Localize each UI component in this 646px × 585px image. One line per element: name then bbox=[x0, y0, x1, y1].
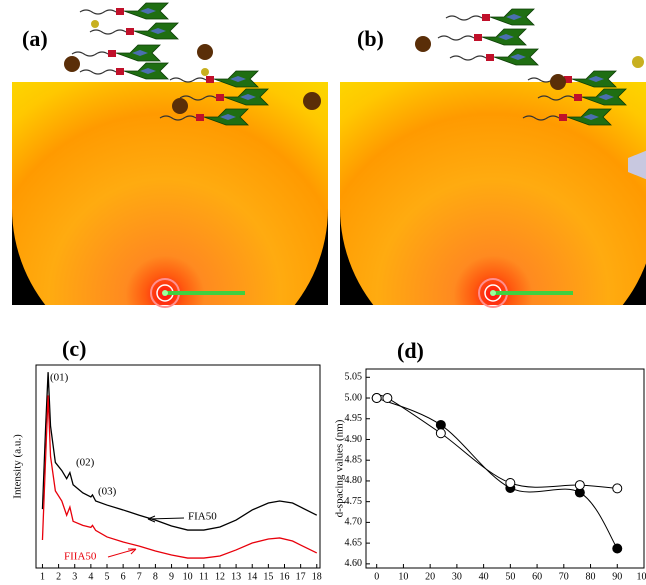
series-label: FIA50 bbox=[188, 511, 217, 523]
peak-annotation: (03) bbox=[98, 486, 117, 498]
x-tick-label: 60 bbox=[532, 571, 542, 582]
image-a bbox=[12, 2, 328, 366]
x-tick-label: 16 bbox=[280, 571, 290, 582]
x-tick-label: 0 bbox=[374, 571, 379, 582]
plot-frame bbox=[365, 368, 645, 569]
data-point bbox=[382, 393, 393, 404]
series-label: FIIA50 bbox=[64, 551, 97, 563]
x-tick-label: 4 bbox=[88, 571, 93, 582]
y-tick-label: 4.95 bbox=[345, 413, 363, 424]
y-tick-label: 4.80 bbox=[345, 475, 363, 486]
panel-label: (a) bbox=[22, 26, 48, 51]
y-tick-label: 4.85 bbox=[345, 455, 363, 466]
image-b bbox=[340, 8, 646, 366]
data-point bbox=[505, 478, 516, 489]
x-tick-label: 6 bbox=[121, 571, 126, 582]
panel-label: (c) bbox=[62, 336, 86, 361]
x-tick-label: 9 bbox=[169, 571, 174, 582]
x-tick-label: 10 bbox=[183, 571, 193, 582]
data-point bbox=[371, 393, 382, 404]
fit-curve bbox=[376, 394, 618, 489]
y-tick-label: 5.00 bbox=[345, 392, 363, 403]
data-point bbox=[612, 543, 623, 554]
x-tick-label: 90 bbox=[612, 571, 622, 582]
data-point bbox=[435, 428, 446, 439]
x-tick-label: 70 bbox=[559, 571, 569, 582]
plot-frame bbox=[35, 364, 321, 569]
fit-curve bbox=[376, 397, 618, 549]
data-point bbox=[435, 419, 446, 430]
peak-annotation: (01) bbox=[50, 372, 69, 384]
data-point bbox=[612, 483, 623, 494]
panel-label: (d) bbox=[397, 338, 424, 363]
peak-annotation: (02) bbox=[76, 457, 95, 469]
x-tick-label: 11 bbox=[199, 571, 209, 582]
x-tick-label: 8 bbox=[153, 571, 158, 582]
x-tick-label: 40 bbox=[479, 571, 489, 582]
x-tick-label: 18 bbox=[312, 571, 322, 582]
x-tick-label: 17 bbox=[296, 571, 306, 582]
x-tick-label: 7 bbox=[137, 571, 142, 582]
x-tick-label: 30 bbox=[452, 571, 462, 582]
x-tick-label: 15 bbox=[263, 571, 273, 582]
x-tick-label: 14 bbox=[247, 571, 257, 582]
y-tick-label: 4.60 bbox=[345, 558, 363, 569]
x-tick-label: 1 bbox=[40, 571, 45, 582]
x-tick-label: 3 bbox=[72, 571, 77, 582]
panel-label: (b) bbox=[357, 26, 384, 51]
y-tick-label: 4.70 bbox=[345, 517, 363, 528]
x-tick-label: 13 bbox=[231, 571, 241, 582]
data-point bbox=[574, 480, 585, 491]
y-tick-label: 4.75 bbox=[345, 496, 363, 507]
data-line bbox=[41, 395, 318, 559]
y-axis-label: Intensity (a.u.) bbox=[12, 434, 24, 499]
label-arrow bbox=[107, 548, 137, 558]
x-tick-label: 5 bbox=[105, 571, 110, 582]
x-tick-label: 2 bbox=[56, 571, 61, 582]
y-axis-label: d-spacing values (nm) bbox=[334, 419, 346, 517]
y-tick-label: 4.90 bbox=[345, 434, 363, 445]
x-tick-label: 12 bbox=[215, 571, 225, 582]
x-tick-label: 10 bbox=[398, 571, 408, 582]
x-tick-label: 80 bbox=[586, 571, 596, 582]
data-line bbox=[41, 372, 318, 531]
x-tick-label: 100 bbox=[637, 571, 646, 582]
y-tick-label: 5.05 bbox=[345, 372, 363, 383]
x-tick-label: 20 bbox=[425, 571, 435, 582]
label-arrow bbox=[147, 515, 185, 523]
y-tick-label: 4.65 bbox=[345, 537, 363, 548]
x-tick-label: 50 bbox=[505, 571, 515, 582]
